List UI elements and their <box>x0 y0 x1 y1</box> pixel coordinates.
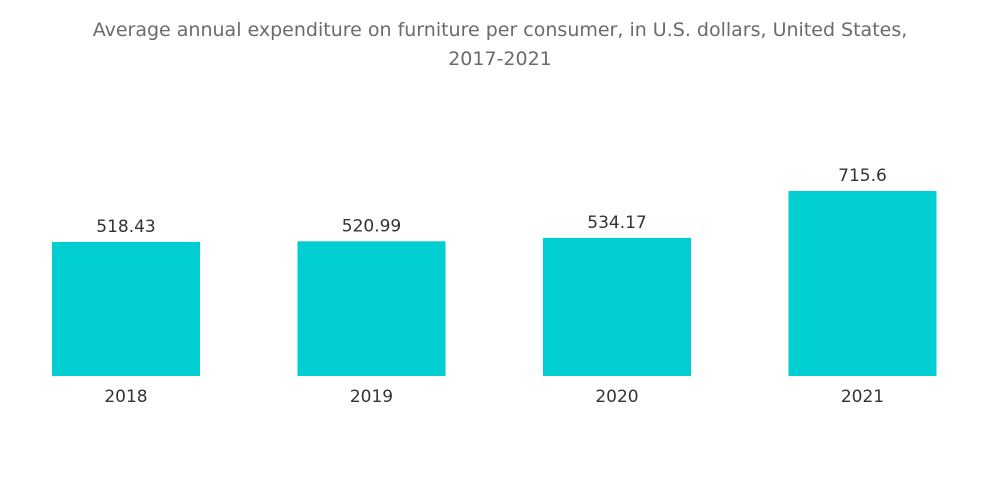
chart-title: Average annual expenditure on furniture … <box>0 16 1000 74</box>
data-label-2021: 715.6 <box>838 166 887 186</box>
x-tick-label-2019: 2019 <box>350 387 393 407</box>
data-label-2018: 518.43 <box>96 217 155 237</box>
bar-2019 <box>297 241 446 376</box>
bar-2018 <box>52 241 200 376</box>
bars-layer <box>52 191 937 376</box>
labels-layer: 518.43 2018 520.99 2019 534.17 2020 715.6 2021 <box>96 166 887 407</box>
x-tick-label-2018: 2018 <box>104 387 147 407</box>
data-label-2019: 520.99 <box>342 216 401 236</box>
x-tick-label-2020: 2020 <box>595 387 638 407</box>
bar-2021 <box>788 191 937 376</box>
x-tick-label-2021: 2021 <box>841 387 884 407</box>
chart-title-line-2: 2017-2021 <box>448 48 552 70</box>
bar-2020 <box>543 237 691 376</box>
chart-title-line-1: Average annual expenditure on furniture … <box>92 19 908 41</box>
data-label-2020: 534.17 <box>587 213 646 233</box>
